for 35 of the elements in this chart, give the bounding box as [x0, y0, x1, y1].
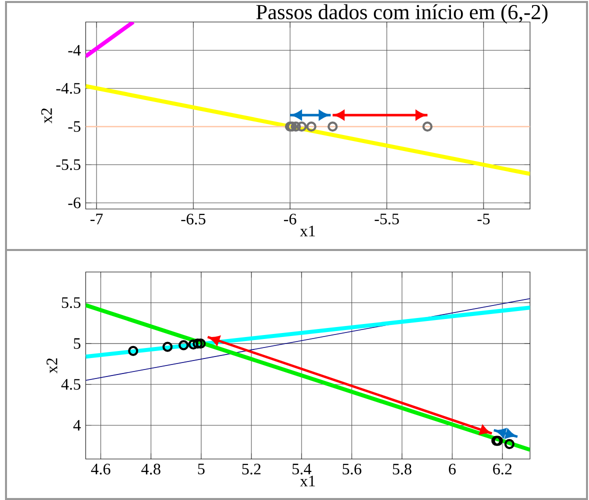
- point: [196, 338, 206, 349]
- x-tick-label: 5.8: [392, 464, 412, 475]
- point: [162, 342, 173, 352]
- y-tick-label: 5: [74, 338, 80, 349]
- x-tick-label: -7: [90, 214, 103, 224]
- y-tick-label: -5: [68, 121, 80, 132]
- x-tick-label: -6: [284, 214, 296, 224]
- x-tick-label: -5.5: [374, 214, 399, 224]
- x-tick-label: 5.6: [342, 464, 362, 475]
- point: [178, 340, 189, 350]
- x-tick-label: 6: [448, 464, 456, 474]
- y-tick-label: -4: [68, 44, 81, 56]
- point: [128, 346, 138, 356]
- x-tick-label: 5.4: [292, 464, 312, 474]
- y-tick-label: -4.5: [56, 83, 80, 94]
- y-tick-label: 4.5: [61, 379, 80, 390]
- x-axis-title: x1: [300, 226, 315, 236]
- x-tick-label: 5: [198, 464, 205, 474]
- x-tick-label: 5.2: [242, 464, 260, 475]
- x-tick-label: 4.6: [91, 464, 110, 475]
- point: [192, 338, 203, 349]
- y-tick-label: -6: [68, 198, 81, 208]
- x-axis-title: x1: [300, 476, 315, 486]
- y-axis-title: x2: [41, 108, 52, 124]
- y-tick-label: 5.5: [62, 297, 80, 308]
- point: [188, 339, 198, 350]
- x-tick-label: -6.5: [181, 214, 206, 225]
- y-tick-label: 4: [73, 420, 81, 431]
- y-tick-label: -5.5: [56, 159, 80, 170]
- point: [504, 438, 515, 450]
- x-tick-label: -5: [477, 214, 490, 224]
- x-tick-label: 4.8: [141, 464, 160, 475]
- chart-title: Passos dados com início em (6,-2): [256, 4, 548, 24]
- x-tick-label: 6.2: [493, 464, 512, 475]
- y-axis-title: x2: [46, 358, 58, 374]
